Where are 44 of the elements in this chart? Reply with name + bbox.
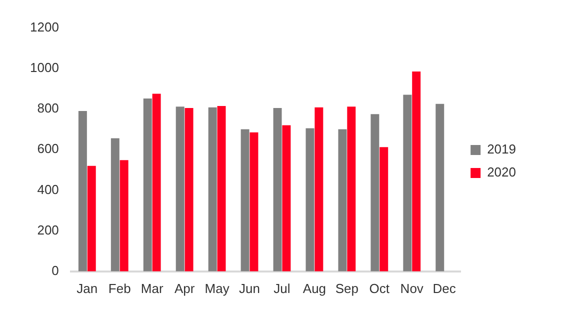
x-tick-label: Sep [335,280,358,296]
bar [273,108,282,272]
bar [347,106,356,272]
bar [143,98,152,272]
x-tick-label: Jul [274,280,290,296]
bar [306,128,314,272]
y-tick-label: 600 [37,141,59,156]
y-tick-label: 800 [37,100,59,116]
y-tick-label: 1200 [30,19,59,34]
bar [250,132,258,272]
bar [217,106,226,272]
bar [120,160,128,272]
bar [110,138,120,272]
bar [208,107,217,272]
bar [314,107,324,272]
y-tick-label: 200 [37,222,59,238]
x-tick-label: Dec [432,280,456,296]
bar [152,94,161,272]
legend-label: 2019 [487,142,516,157]
x-tick-label: Feb [108,280,131,296]
x-tick-label: Mar [140,280,164,296]
y-tick-label: 400 [37,182,59,197]
bar [184,108,194,272]
x-tick-label: Jan [76,280,98,296]
bar [87,166,96,272]
x-tick-label: Apr [174,280,196,296]
y-tick-label: 0 [52,262,59,278]
bar [412,71,421,272]
bar [380,147,388,272]
bar [240,129,250,272]
bar [282,125,291,272]
x-tick-label: Oct [369,280,390,296]
x-tick-label: Nov [400,280,424,296]
bar [370,114,380,272]
x-tick-label: Aug [302,280,326,296]
y-tick-label: 1000 [30,60,59,75]
bar [176,106,184,272]
bar [403,94,412,272]
legend-label: 2020 [487,164,516,180]
x-tick-label: May [204,280,230,296]
bar [78,111,87,272]
bar [436,104,444,272]
x-tick-label: Jun [239,280,260,296]
bar [338,129,347,272]
